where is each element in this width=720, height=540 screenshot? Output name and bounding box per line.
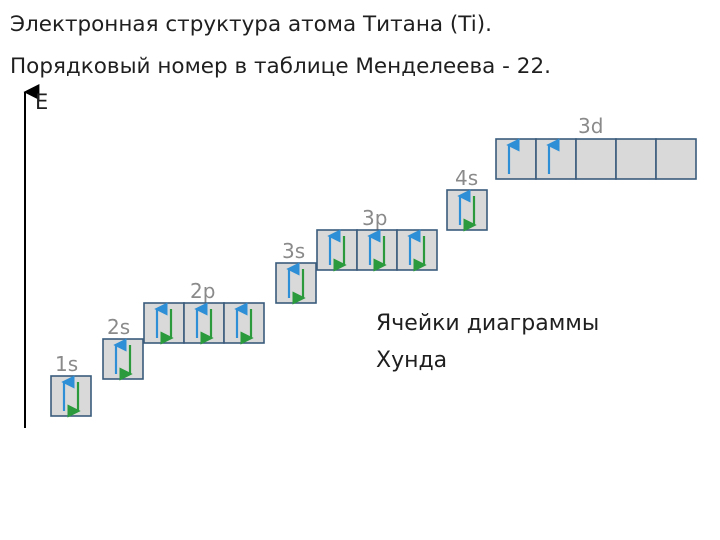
sublevel-label-1s: 1s bbox=[55, 352, 78, 376]
sublevel-3p: 3p bbox=[316, 206, 438, 272]
sublevel-2p: 2p bbox=[143, 279, 265, 345]
orbital-cell bbox=[223, 302, 265, 344]
orbital-cell bbox=[615, 138, 657, 180]
sublevel-3d: 3d bbox=[495, 114, 697, 180]
orbital-cell bbox=[655, 138, 697, 180]
caption-line-2: Хунда bbox=[376, 348, 448, 373]
sublevel-1s: 1s bbox=[50, 352, 92, 418]
orbital-cell bbox=[275, 262, 317, 304]
orbital-cell bbox=[495, 138, 537, 180]
sublevel-label-2p: 2p bbox=[190, 279, 215, 303]
orbital-cell bbox=[535, 138, 577, 180]
orbital-cell bbox=[143, 302, 185, 344]
orbital-cell bbox=[446, 189, 488, 231]
orbital-cell bbox=[396, 229, 438, 271]
sublevel-label-4s: 4s bbox=[455, 166, 478, 190]
sublevels-layer: 1s 2s 2p 3s 3p 4s 3d bbox=[50, 114, 697, 418]
title-line-1: Электронная структура атома Титана (Ti). bbox=[10, 12, 492, 37]
orbital-cell bbox=[316, 229, 358, 271]
sublevel-label-3d: 3d bbox=[578, 114, 603, 138]
title-line-2: Порядковый номер в таблице Менделеева - … bbox=[10, 54, 551, 79]
orbital-cell bbox=[183, 302, 225, 344]
sublevel-label-3s: 3s bbox=[282, 239, 305, 263]
sublevel-label-3p: 3p bbox=[362, 206, 387, 230]
energy-axis-label: E bbox=[35, 90, 48, 114]
orbital-cell bbox=[102, 338, 144, 380]
sublevel-3s: 3s bbox=[275, 239, 317, 305]
orbital-cell bbox=[50, 375, 92, 417]
caption-line-1: Ячейки диаграммы bbox=[376, 311, 600, 336]
sublevel-2s: 2s bbox=[102, 315, 144, 381]
sublevel-label-2s: 2s bbox=[107, 315, 130, 339]
orbital-cell bbox=[575, 138, 617, 180]
sublevel-4s: 4s bbox=[446, 166, 488, 232]
orbital-cell bbox=[356, 229, 398, 271]
